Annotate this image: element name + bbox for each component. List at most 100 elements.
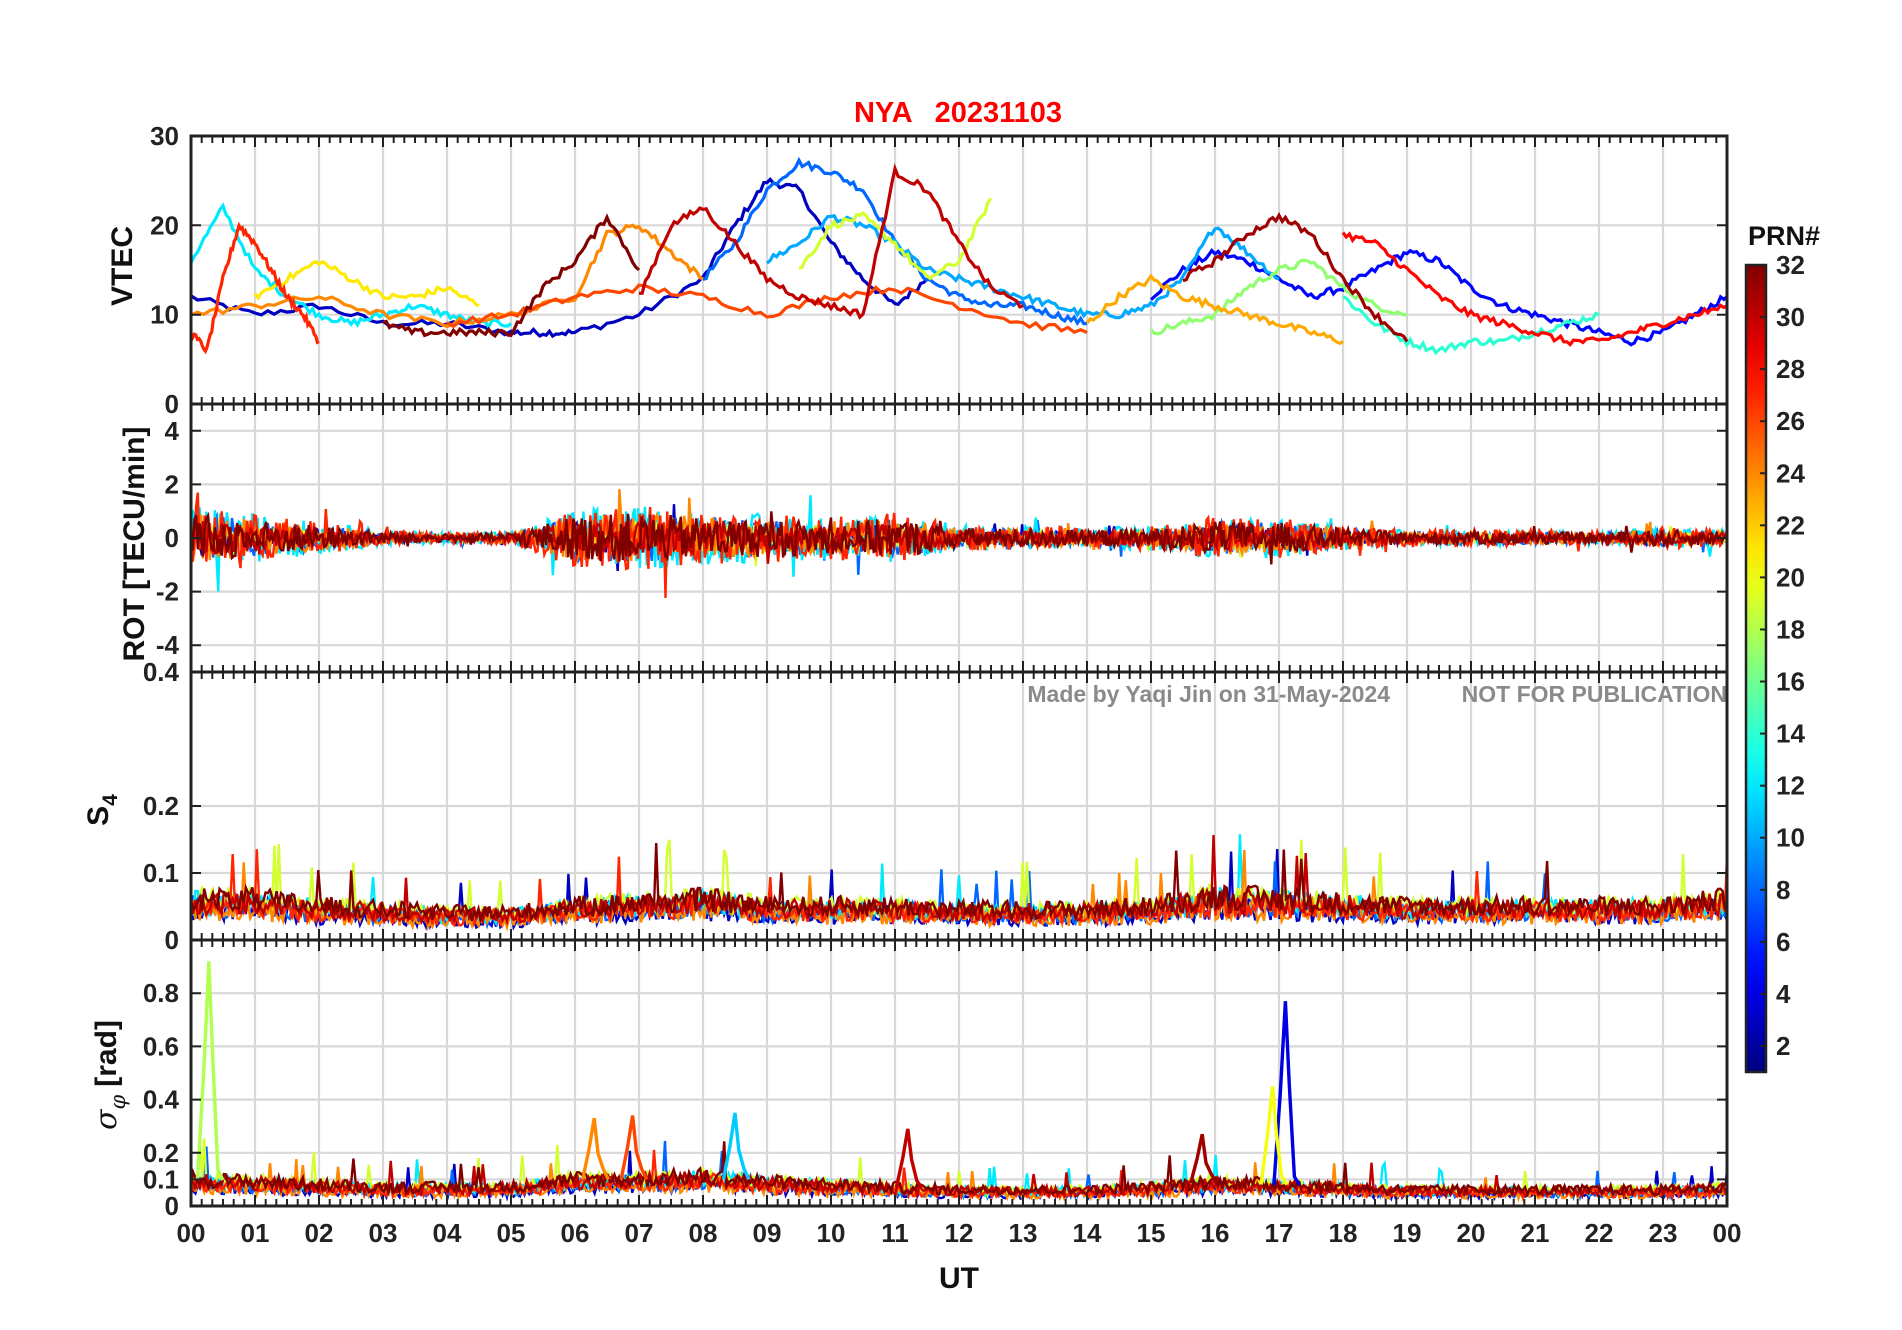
vtec-series-prn-21 [253, 259, 480, 308]
y-axis-label: VTEC [106, 226, 139, 306]
y-tick-label: 0.8 [143, 978, 179, 1008]
y-ticks [191, 992, 1727, 1207]
vtec-series-prn-31 [1182, 211, 1409, 343]
sigma-phi-peak-prn-31 [1189, 1133, 1218, 1184]
x-tick-label: 02 [305, 1218, 334, 1248]
vtec-series-prn-30 [638, 163, 1024, 320]
x-tick-label: 03 [369, 1218, 398, 1248]
colorbar-tick-label: 2 [1776, 1031, 1790, 1061]
y-tick-label: 0 [165, 925, 179, 955]
watermark-notice: NOT FOR PUBLICATION [1462, 681, 1727, 707]
x-tick-label: 17 [1265, 1218, 1294, 1248]
colorbar-label: PRN# [1748, 221, 1820, 251]
sigma-phi-peak-prn-26 [619, 1115, 649, 1181]
x-tick-label: 05 [497, 1218, 526, 1248]
vtec-series-prn-23 [1085, 273, 1344, 346]
colorbar-tick-label: 26 [1776, 406, 1805, 436]
sigma-phi-peak-prn-18 [195, 961, 225, 1181]
x-tick-label: 20 [1457, 1218, 1486, 1248]
watermark-author: Made by Yaqi Jin on 31-May-2024 [1027, 681, 1390, 707]
x-tick-label: 23 [1649, 1218, 1678, 1248]
sigma-phi-peak-prn-24 [581, 1117, 610, 1181]
y-tick-label: 0.4 [143, 657, 180, 687]
colorbar-tick-label: 14 [1776, 719, 1805, 749]
y-tick-label: 20 [150, 210, 179, 240]
colorbar-tick-label: 4 [1776, 979, 1791, 1009]
x-tick-label: 09 [753, 1218, 782, 1248]
colorbar-tick-label: 20 [1776, 562, 1805, 592]
y-ticks [191, 429, 1727, 647]
x-tick-label: 06 [561, 1218, 590, 1248]
sigma-phi-peak-prn-4 [1272, 1001, 1301, 1186]
x-tick-label: 18 [1329, 1218, 1358, 1248]
colorbar-tick-label: 6 [1776, 927, 1790, 957]
title-date: 20231103 [935, 97, 1062, 129]
x-tick-label: 21 [1521, 1218, 1550, 1248]
y-tick-label: 0.6 [143, 1031, 179, 1061]
colorbar-tick-label: 32 [1776, 250, 1805, 280]
sigma-phi-peak-prn-11 [721, 1112, 751, 1181]
y-axis-label: ROT [TECU/min] [118, 427, 151, 662]
y-tick-label: 30 [150, 121, 179, 151]
x-tick-label: 13 [1009, 1218, 1038, 1248]
series-group [191, 489, 1727, 599]
panel-rot: -4 -2 0 2 4 ROT [TECU/min] [118, 402, 1729, 674]
y-tick-label: -4 [156, 630, 180, 660]
colorbar-scale [1744, 263, 1768, 1074]
panel-vtec: 0 10 20 30 VTEC [106, 121, 1729, 419]
y-tick-label: 4 [165, 416, 180, 446]
vtec-series-prn-28 [1341, 231, 1727, 347]
colorbar-tick-label: 28 [1776, 354, 1805, 384]
vtec-series-prn-5 [1149, 247, 1727, 347]
x-tick-label: 15 [1137, 1218, 1166, 1248]
colorbar-tick-label: 10 [1776, 823, 1805, 853]
y-axis-label: S4 [82, 794, 122, 826]
x-tick-label: 19 [1393, 1218, 1422, 1248]
x-tick-label: 01 [241, 1218, 270, 1248]
rot-series-prn-32 [191, 511, 1727, 565]
x-tick-label: 08 [689, 1218, 718, 1248]
y-tick-label: 0 [165, 1191, 179, 1221]
y-tick-label: 2 [165, 469, 179, 499]
vtec-series-prn-19 [798, 197, 993, 281]
x-minor-ticks [190, 940, 1728, 1206]
x-minor-ticks [190, 404, 1728, 672]
colorbar-tick-label: 8 [1776, 875, 1790, 905]
colorbar-tick-label: 18 [1776, 614, 1805, 644]
sigma-phi-series-prn-32 [191, 1141, 1727, 1199]
title-station: NYA [854, 97, 913, 129]
x-tick-label: 16 [1201, 1218, 1230, 1248]
vtec-series-prn-27 [191, 221, 320, 355]
panel-sigma-phi: 00.10.2 0.4 0.6 0.8 σφ[rad] 00 01 02 03 04 05 06 07 0… [89, 938, 1742, 1295]
x-minor-ticks [190, 136, 1728, 404]
y-tick-label: 0.1 [143, 858, 179, 888]
x-axis-label: UT [939, 1262, 979, 1295]
y-axis-label: σφ[rad] [89, 1020, 130, 1130]
colorbar-tick-label: 30 [1776, 302, 1805, 332]
x-tick-label: 10 [817, 1218, 846, 1248]
colorbar-tick-label: 24 [1776, 458, 1805, 488]
sigma-phi-peak-prn-20 [1259, 1086, 1289, 1186]
y-tick-label: 0.1 [143, 1164, 179, 1194]
x-tick-label: 00 [177, 1218, 206, 1248]
y-tick-label: 0 [165, 389, 179, 419]
colorbar-tick-label: 16 [1776, 667, 1805, 697]
vtec-series-prn-17 [1149, 258, 1408, 336]
x-minor-ticks [190, 672, 1728, 940]
x-tick-label: 22 [1585, 1218, 1614, 1248]
y-tick-label: 0.4 [143, 1085, 180, 1115]
colorbar-tick-label: 12 [1776, 771, 1805, 801]
y-tick-label: 0.2 [143, 791, 179, 821]
series-group [191, 834, 1727, 932]
y-tick-label: 0 [165, 523, 179, 553]
sigma-phi-peak-prn-30 [894, 1128, 924, 1189]
x-tick-label: 14 [1073, 1218, 1102, 1248]
x-tick-label: 00 [1713, 1218, 1742, 1248]
vtec-series-prn-3 [191, 177, 929, 339]
series-group [191, 156, 1727, 356]
x-tick-label: 07 [625, 1218, 654, 1248]
vtec-series-prn-12 [191, 202, 512, 331]
